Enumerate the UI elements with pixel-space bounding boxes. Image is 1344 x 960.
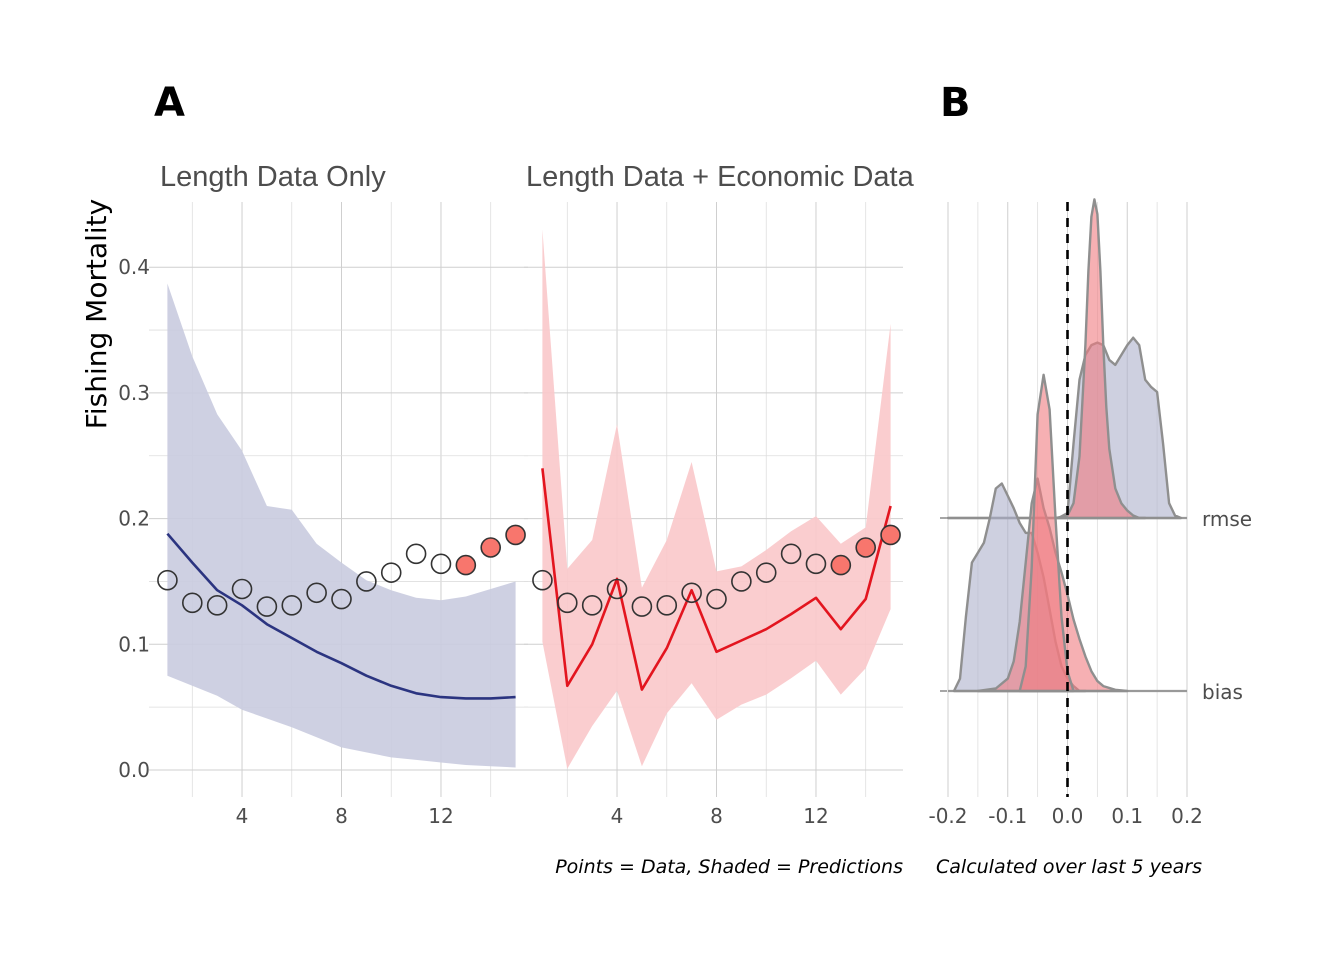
right-observed-point: [631, 596, 653, 617]
y-tick-label: 0.1: [118, 632, 150, 656]
y-tick-label: 0.4: [118, 255, 150, 279]
right-x-tick-label: 4: [611, 804, 624, 828]
right-observed-point-highlighted: [855, 537, 877, 558]
right-observed-point-highlighted: [830, 554, 852, 576]
left-x-tick-label: 4: [236, 804, 249, 828]
right-observed-point: [805, 553, 827, 575]
right-observed-point: [755, 562, 777, 583]
right-observed-point: [780, 543, 802, 565]
density-category-label-rmse: rmse: [1202, 507, 1252, 531]
density-x-tick-label: 0.0: [1052, 804, 1084, 828]
density-ridge-rmse-red: [1054, 198, 1147, 520]
panel-density-plot: -0.2 -0.1 0.0 0.1 0.2 bias rmse: [928, 198, 1252, 828]
left-observed-point: [430, 553, 452, 575]
density-x-tick-label: 0.2: [1171, 804, 1203, 828]
left-observed-point: [331, 588, 352, 610]
left-observed-point: [356, 571, 377, 592]
right-observed-point: [656, 595, 678, 616]
right-observed-point: [532, 569, 553, 591]
facet-title-right: Length Data + Economic Data: [526, 161, 915, 193]
right-observed-point: [581, 595, 603, 616]
facet-title-left: Length Data Only: [160, 161, 386, 193]
right-observed-point: [556, 592, 578, 614]
left-observed-point: [405, 543, 427, 565]
left-observed-point: [206, 595, 228, 616]
left-observed-point-highlighted: [480, 537, 502, 558]
y-tick-label: 0.2: [118, 507, 150, 531]
panel-label-a: A: [154, 80, 185, 126]
panel-left-plot: 4 8 12: [149, 202, 528, 828]
y-tick-label: 0.0: [118, 758, 150, 782]
density-ridge-rmse-blue: [946, 336, 1183, 520]
right-observed-point-highlighted: [880, 524, 901, 546]
density-category-label-bias: bias: [1202, 680, 1243, 704]
y-tick-label: 0.3: [118, 381, 150, 405]
density-ridge-bias-red-peak: [1018, 373, 1075, 693]
right-x-tick-label: 12: [803, 804, 828, 828]
right-x-tick-label: 8: [710, 804, 723, 828]
left-x-tick-label: 8: [335, 804, 348, 828]
left-prediction-ribbon: [167, 283, 516, 768]
left-observed-point: [380, 562, 402, 583]
caption-left: Points = Data, Shaded = Predictions: [555, 856, 903, 878]
left-observed-point: [306, 582, 327, 604]
left-observed-point-highlighted: [455, 554, 477, 576]
right-prediction-line: [541, 468, 892, 691]
left-observed-point-highlighted: [505, 524, 526, 546]
y-axis-label: Fishing Mortality: [80, 199, 113, 429]
left-observed-point: [281, 595, 303, 616]
panel-label-b: B: [940, 80, 971, 126]
caption-right: Calculated over last 5 years: [936, 856, 1202, 878]
panel-right-plot: 4 8 12: [524, 202, 903, 828]
left-observed-point: [182, 592, 203, 614]
left-observed-point: [256, 596, 278, 617]
right-observed-point: [731, 571, 752, 592]
left-observed-point: [157, 569, 178, 591]
right-observed-point: [681, 582, 702, 604]
density-x-tick-label: -0.1: [988, 804, 1027, 828]
left-prediction-line: [166, 532, 516, 700]
density-x-tick-label: -0.2: [928, 804, 967, 828]
left-x-tick-label: 12: [428, 804, 453, 828]
left-observed-point: [231, 578, 253, 600]
right-observed-point: [606, 578, 628, 600]
y-axis-ticks: 0.0 0.1 0.2 0.3 0.4: [118, 255, 150, 782]
density-x-tick-label: 0.1: [1111, 804, 1143, 828]
right-observed-point: [706, 588, 727, 610]
